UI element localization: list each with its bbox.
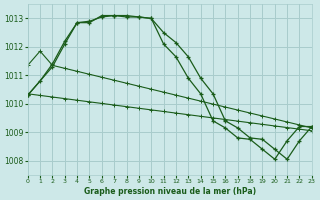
X-axis label: Graphe pression niveau de la mer (hPa): Graphe pression niveau de la mer (hPa) bbox=[84, 187, 256, 196]
